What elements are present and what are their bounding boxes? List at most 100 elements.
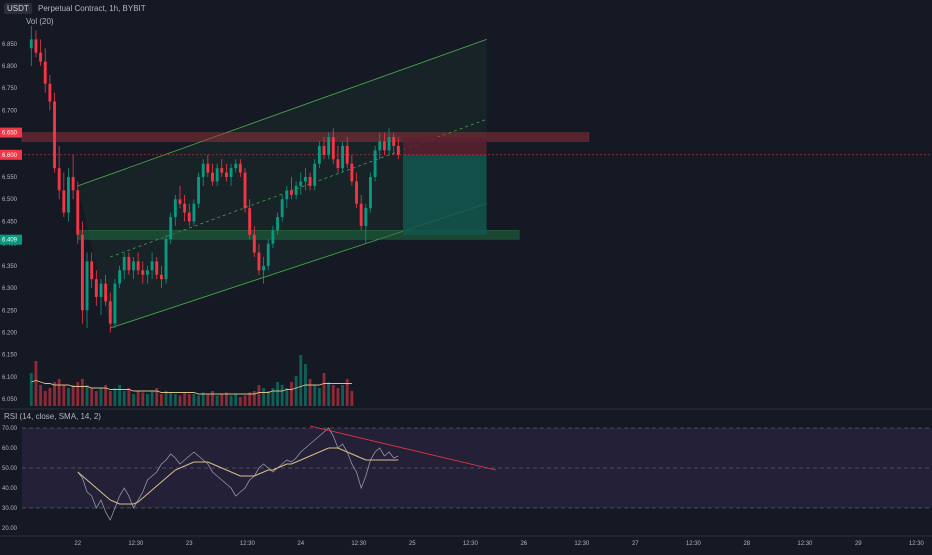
rsi-tick-label: 50.00 xyxy=(2,466,18,472)
volume-bar xyxy=(127,388,131,406)
candle-body xyxy=(169,217,173,240)
volume-bar xyxy=(294,376,298,406)
candle-body xyxy=(234,163,238,169)
time-tick-label: 12:30 xyxy=(240,541,256,547)
candle-body xyxy=(34,39,38,53)
candle-body xyxy=(211,172,214,182)
channel-fill xyxy=(77,39,487,329)
price-tick-label: 6.300 xyxy=(2,286,18,292)
volume-bar xyxy=(271,388,275,406)
candle-body xyxy=(336,159,340,169)
volume-bar xyxy=(201,392,205,406)
candle-body xyxy=(327,137,331,155)
candle-body xyxy=(146,270,149,275)
volume-bar xyxy=(234,394,238,406)
price-tick-label: 6.200 xyxy=(2,330,18,336)
volume-bar xyxy=(141,392,145,406)
candle-body xyxy=(345,145,349,164)
price-tick-label: 6.800 xyxy=(2,64,18,70)
candle-body xyxy=(85,261,89,311)
volume-bar xyxy=(252,391,256,406)
candle-body xyxy=(29,39,33,49)
volume-bar xyxy=(169,392,173,406)
volume-ma-label: 20 xyxy=(42,17,51,26)
price-tick-label: 6.350 xyxy=(2,264,18,270)
candle-body xyxy=(67,177,70,213)
volume-bar xyxy=(183,392,187,406)
chart-title: Perpetual Contract xyxy=(38,4,105,13)
volume-bar xyxy=(313,385,317,406)
price-badge: 6.409 xyxy=(0,234,22,245)
price-tick-label: 6.450 xyxy=(2,219,18,225)
volume-bar xyxy=(71,385,75,406)
candle-body xyxy=(178,199,182,204)
volume-bar xyxy=(220,394,224,406)
volume-bar xyxy=(308,379,312,406)
time-tick-label: 12:30 xyxy=(351,541,367,547)
volume-bar xyxy=(345,379,349,406)
candle-body xyxy=(113,283,117,324)
time-tick-label: 12:30 xyxy=(686,541,702,547)
time-tick-label: 23 xyxy=(186,541,193,547)
candle-body xyxy=(201,163,205,178)
candle-body xyxy=(90,261,94,280)
time-tick-label: 12:30 xyxy=(797,541,813,547)
volume-bar xyxy=(85,385,89,406)
price-tick-label: 6.250 xyxy=(2,308,18,314)
volume-bar xyxy=(150,391,154,406)
volume-bar xyxy=(164,391,168,406)
volume-bar xyxy=(290,382,293,406)
candle-body xyxy=(141,270,145,275)
candle-body xyxy=(369,177,372,209)
price-badge-label: 6.600 xyxy=(2,153,18,159)
volume-bar xyxy=(341,385,345,406)
volume-bar xyxy=(104,385,108,406)
rsi-tick-label: 70.00 xyxy=(2,426,18,432)
volume-bar xyxy=(229,395,233,406)
volume-bar xyxy=(248,392,252,406)
volume-ma-line xyxy=(31,380,352,395)
candle-body xyxy=(136,261,140,271)
candle-body xyxy=(276,217,279,231)
candle-body xyxy=(118,270,122,284)
candle-body xyxy=(350,163,354,182)
candle-body xyxy=(159,274,163,280)
volume-bar xyxy=(350,391,354,406)
volume-bar xyxy=(173,394,177,406)
rsi-ma-line xyxy=(77,447,399,505)
candle-body xyxy=(280,199,284,217)
symbol-legend: USDT Perpetual Contract, 1h, BYBIT xyxy=(4,3,146,14)
candle-body xyxy=(99,283,103,297)
price-tick-label: 6.500 xyxy=(2,197,18,203)
volume-bar xyxy=(90,388,94,406)
candle-body xyxy=(192,203,196,222)
rsi-tick-label: 20.00 xyxy=(2,526,18,532)
price-tick-label: 6.750 xyxy=(2,86,18,92)
volume-bar xyxy=(257,385,261,406)
time-tick-label: 12:30 xyxy=(909,541,925,547)
candle-body xyxy=(285,190,289,200)
volume-bar xyxy=(118,385,122,406)
volume-bar xyxy=(206,394,210,406)
volume-bar xyxy=(53,382,56,406)
rsi-trendline xyxy=(309,425,496,471)
volume-bar xyxy=(327,382,331,406)
volume-bar xyxy=(67,388,70,406)
candle-body xyxy=(127,256,131,271)
rsi-tick-label: 30.00 xyxy=(2,506,18,512)
time-tick-label: 12:30 xyxy=(128,541,144,547)
candle-body xyxy=(43,61,47,84)
candle-body xyxy=(392,137,396,146)
candle-body xyxy=(224,172,228,178)
volume-bar xyxy=(48,388,52,406)
candle-body xyxy=(382,141,386,151)
candle-body xyxy=(62,190,66,213)
volume-bar xyxy=(197,395,200,406)
volume-bar xyxy=(122,391,126,406)
volume-bar xyxy=(299,355,303,406)
resistance-zone xyxy=(21,132,590,142)
symbol-badge[interactable]: USDT xyxy=(4,3,32,14)
volume-bar xyxy=(211,391,214,406)
